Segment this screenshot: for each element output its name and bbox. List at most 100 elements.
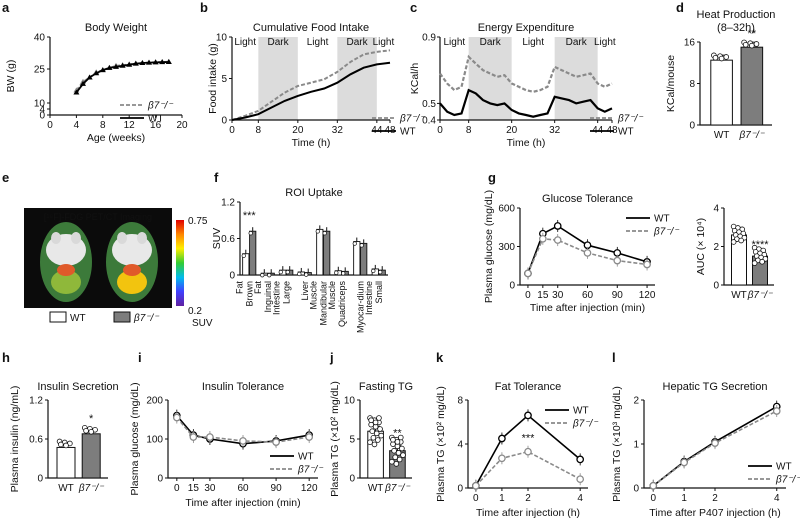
- i-point-ko-1: [189, 433, 198, 441]
- i-point-ko-2: [206, 433, 214, 441]
- f-ytick-label: 1.2: [221, 198, 235, 209]
- g-series-line-ko: [527, 237, 648, 274]
- g-xtick-label: 60: [582, 290, 594, 301]
- g-xtick-label: 30: [552, 290, 564, 301]
- j-title: Fasting TG: [359, 381, 413, 393]
- b-ytick-label: 5: [221, 74, 227, 85]
- c-title: Energy Expenditure: [478, 22, 575, 34]
- pet-mouse-wt-uptake-hotspot: [51, 270, 81, 294]
- panel-label-d: d: [676, 0, 684, 15]
- g2-significance: ****: [751, 239, 769, 251]
- h-xtick-label: β7⁻/⁻: [78, 483, 104, 494]
- d-dot: [718, 55, 725, 62]
- c-dark-band: [468, 37, 512, 120]
- l-point-ko-2: [711, 439, 719, 447]
- l-xtick-label: 4: [774, 493, 780, 504]
- c-phase-label: Light: [443, 37, 465, 48]
- i-series-line-ko: [176, 417, 310, 443]
- g-point-ko-4: [613, 256, 622, 265]
- panel-label-b: b: [200, 0, 208, 15]
- c-xtick-label: 8: [466, 125, 472, 136]
- j-dot: [396, 456, 403, 463]
- pet-legend-swatch-wt: [49, 311, 67, 323]
- b-title: Cumulative Food Intake: [253, 22, 369, 34]
- f-category-label: Muscle: [308, 281, 318, 310]
- i-ytick-label: 100: [146, 435, 163, 446]
- f-category-label: Inguinal: [263, 281, 273, 313]
- l-ytick-label: 0: [633, 484, 639, 495]
- b-dark-band: [258, 37, 298, 120]
- pet-mouse-ko-bat-signal: [123, 264, 141, 276]
- j-xtick-label: WT: [368, 483, 384, 494]
- j-dot: [391, 447, 397, 454]
- pet-colorbar: [176, 220, 184, 306]
- f-bar-ko-6: [360, 242, 368, 276]
- f-dot: [315, 229, 320, 234]
- k-xtick-label: 1: [499, 493, 505, 504]
- g-ytick-label: 300: [498, 242, 515, 253]
- g-title: Glucose Tolerance: [542, 193, 633, 205]
- c-xtick-label: 0: [437, 125, 443, 136]
- pet-mouse-wt-ear: [51, 232, 61, 244]
- i-legend-label-ko: β7⁻/⁻: [297, 465, 323, 476]
- a-xtick-label: 16: [150, 120, 162, 131]
- f-category-label: Mandibular: [318, 281, 328, 326]
- a-xtick-label: 12: [124, 120, 136, 131]
- h-bar-ko: [81, 433, 101, 479]
- i-xtick-label: 90: [271, 483, 283, 494]
- d-dot: [753, 41, 760, 47]
- g2-dot: [730, 239, 737, 245]
- h-dot: [83, 427, 89, 434]
- h-title: Insulin Secretion: [37, 381, 118, 393]
- a-ytick-label: 40: [34, 33, 46, 44]
- k-point-ko-0: [471, 481, 480, 490]
- a-xtick-label: 20: [176, 120, 188, 131]
- g-point-ko-5: [643, 260, 651, 269]
- c-ytick-label: 0.5: [422, 99, 436, 110]
- pet-title: [¹⁸F]-FDG PET/CT Imaging: [44, 212, 152, 222]
- a-point: [152, 59, 159, 65]
- f-bar-wt-4: [316, 228, 324, 276]
- j-xtick-label: β7⁻/⁻: [384, 483, 410, 494]
- l-title: Hepatic TG Secretion: [663, 381, 768, 393]
- f-category-label: Intestine: [271, 281, 281, 315]
- f-category-label: Intestine: [364, 281, 374, 315]
- f-dot: [267, 273, 272, 278]
- pet-mouse-ko-uptake-hotspot: [117, 270, 147, 294]
- a-point: [119, 62, 126, 68]
- i-xlabel: Time after injection (min): [185, 497, 300, 509]
- b-xtick-label: 0: [229, 125, 235, 136]
- g2-dot: [759, 258, 765, 265]
- c-xlabel: Time (h): [507, 137, 546, 149]
- j-dot: [370, 434, 377, 441]
- k-significance: ***: [522, 433, 536, 445]
- a-point: [113, 63, 119, 69]
- b-legend-label-ko: β7⁻/⁻: [399, 114, 425, 125]
- k-ytick-label: 8: [457, 396, 463, 407]
- pet-scale-unit: SUV: [192, 318, 213, 329]
- a-ytick-label: 25: [34, 65, 46, 76]
- a-point: [146, 59, 152, 65]
- j-dot: [394, 439, 401, 445]
- l-series-line-ko: [652, 410, 778, 487]
- f-category-label: Brown: [244, 281, 254, 307]
- a-point: [99, 67, 106, 73]
- panel-label-c: c: [410, 0, 417, 15]
- b-ytick-label: 0: [221, 116, 227, 127]
- j-dot: [392, 454, 399, 461]
- h-ytick-label: 0.6: [29, 435, 43, 446]
- j-dot: [372, 419, 379, 426]
- panel-label-e: e: [2, 170, 9, 185]
- a-xtick-label: 4: [74, 120, 80, 131]
- g-point-ko-3: [583, 249, 592, 257]
- a-point: [80, 80, 86, 86]
- i-title: Insulin Tolerance: [202, 381, 284, 393]
- c-series-line-ko: [439, 54, 613, 93]
- a-ytick-label: 10: [34, 99, 46, 110]
- i-point-ko-0: [172, 413, 181, 422]
- a-ytick-label: 0: [39, 111, 45, 122]
- f-bar-ko-0: [249, 230, 257, 276]
- a-ytick-label: 4: [39, 105, 45, 116]
- b-series-line-ko: [231, 49, 391, 121]
- k-point-ko-2: [524, 447, 532, 456]
